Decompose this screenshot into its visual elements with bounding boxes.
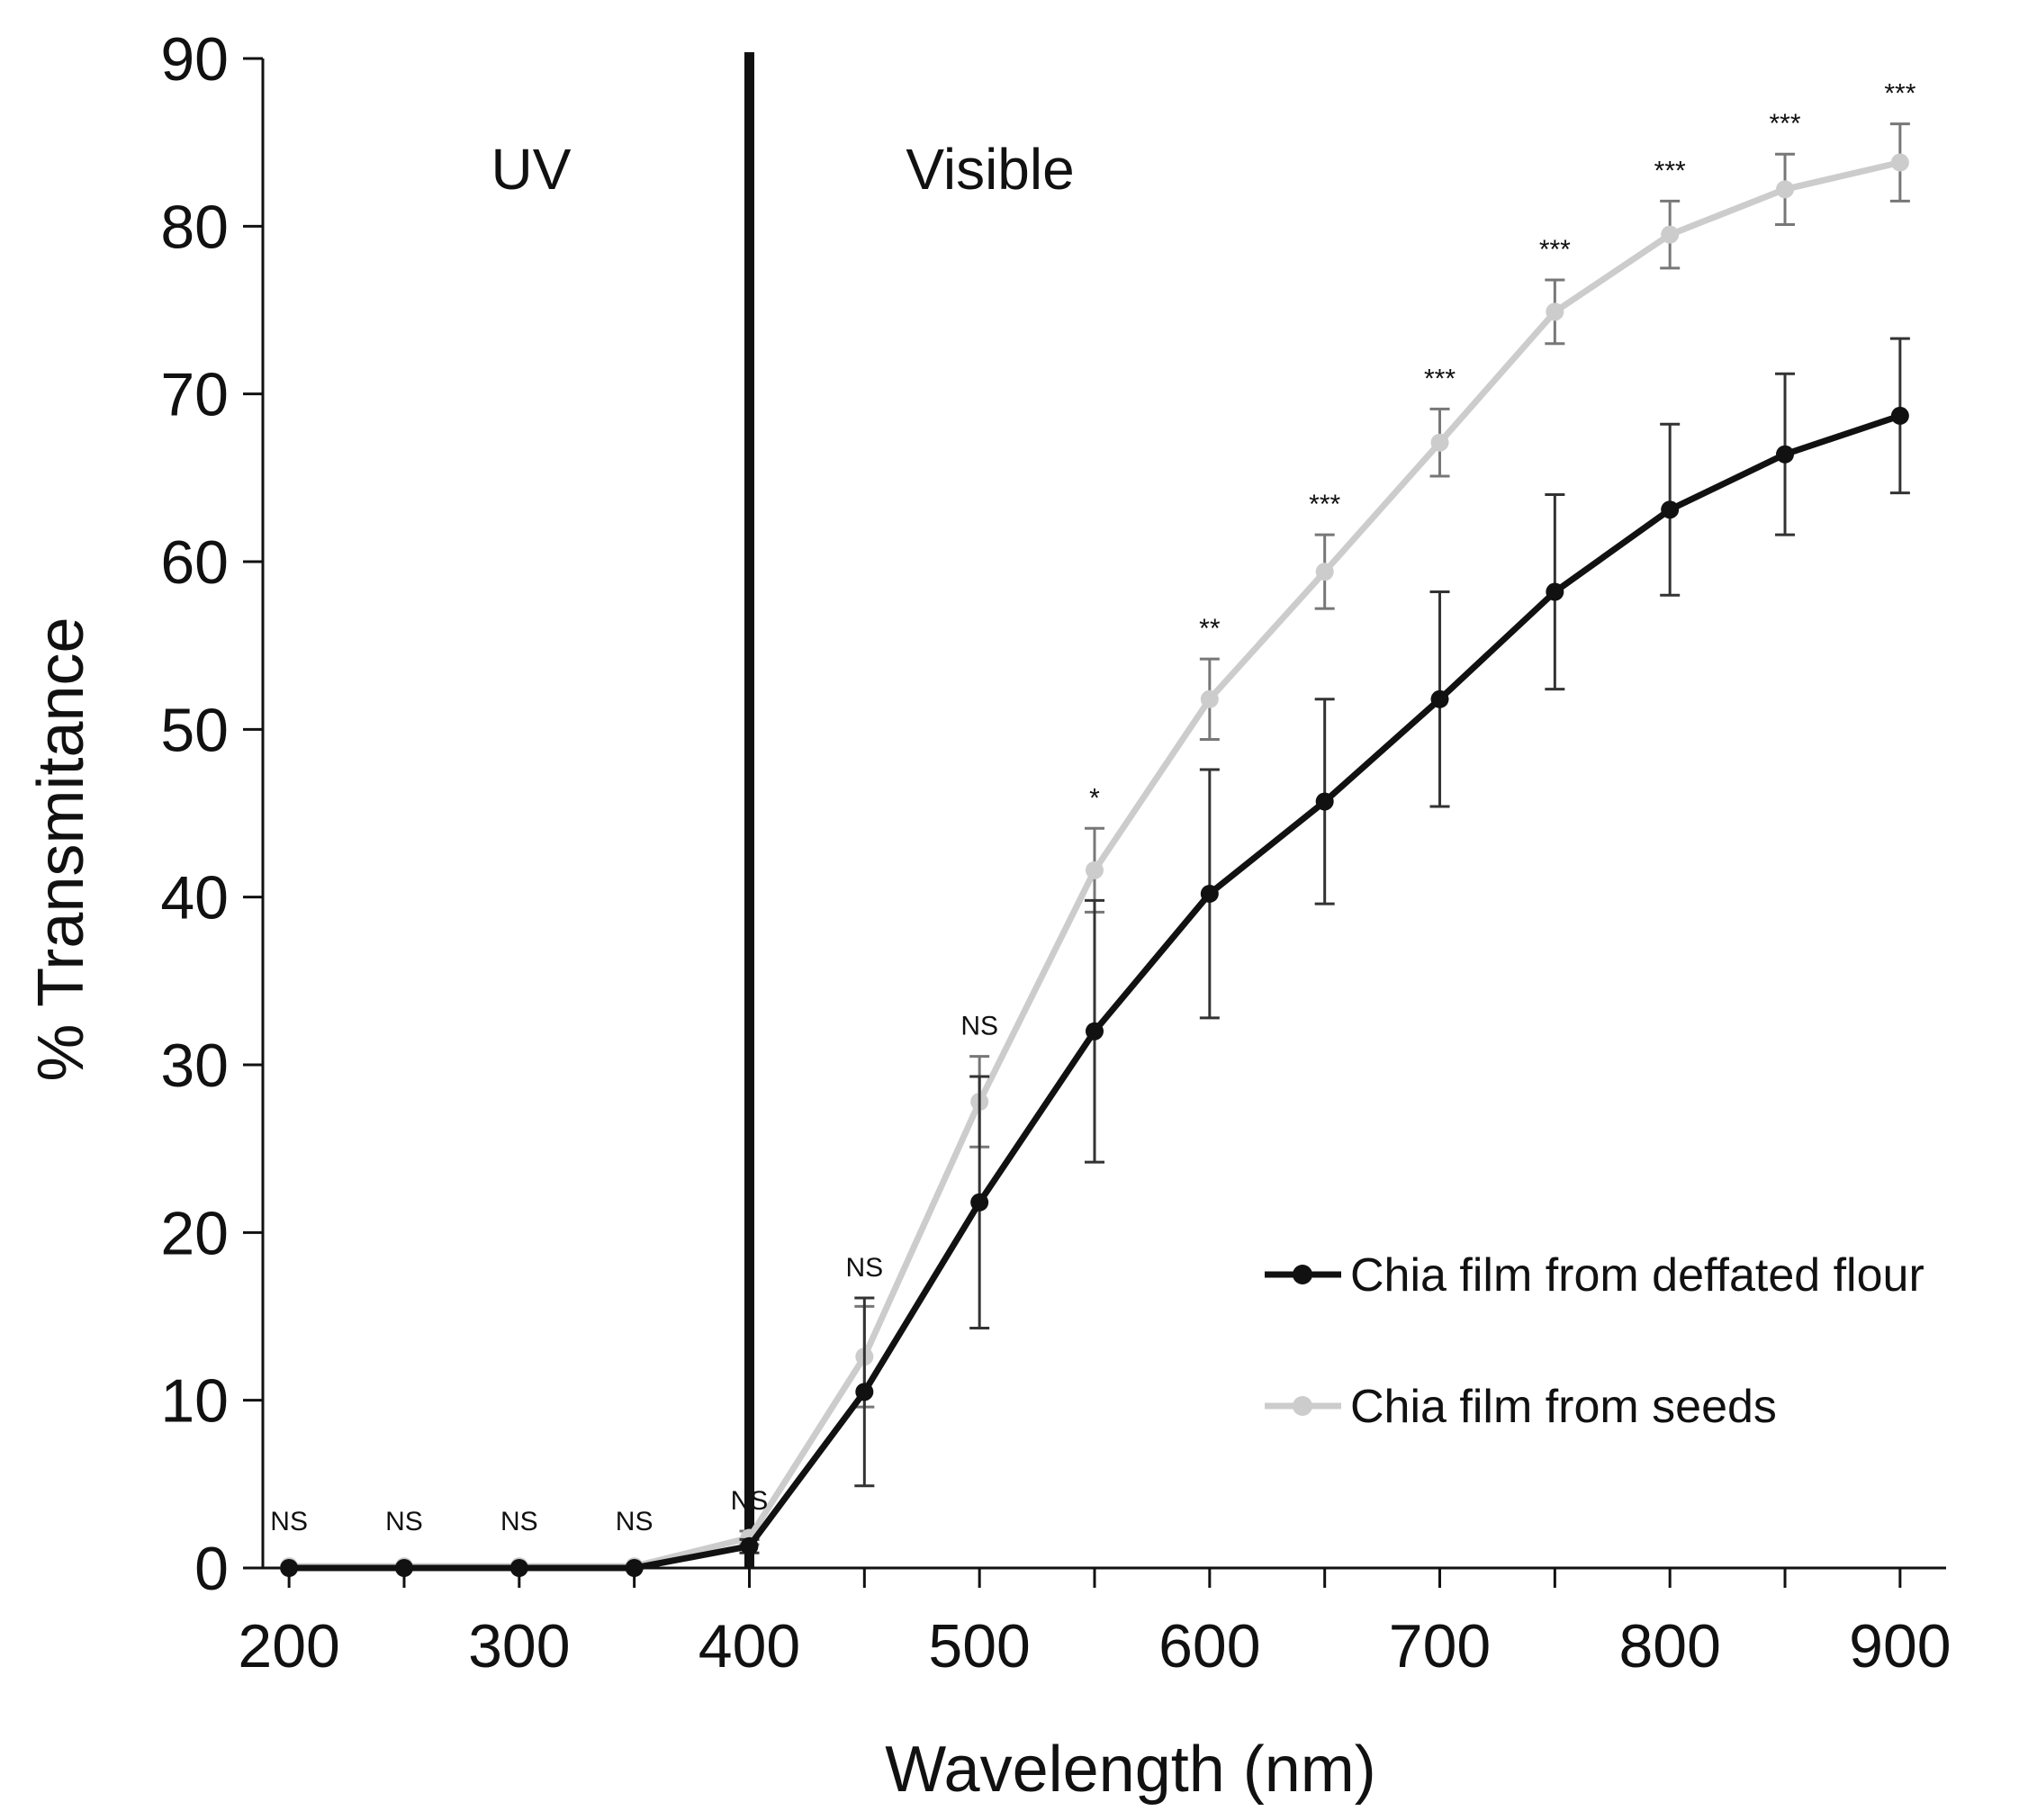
y-tick-label: 90 xyxy=(160,25,229,94)
data-point-seeds xyxy=(1776,180,1795,199)
y-tick-label: 40 xyxy=(160,864,229,933)
significance-label: ** xyxy=(1199,614,1221,644)
x-tick-label: 400 xyxy=(699,1612,800,1680)
legend-marker-seeds xyxy=(1293,1396,1312,1416)
significance-label: NS xyxy=(731,1486,769,1516)
axes: 0 10 20 30 40 50 60 70 80 90 200 300 400 500 600 700 800… xyxy=(160,25,1951,1680)
series-seeds xyxy=(280,122,1910,1576)
series xyxy=(280,122,1910,1577)
data-point-deffated-flour xyxy=(509,1559,528,1577)
x-tick-label: 300 xyxy=(468,1612,570,1680)
significance-label: NS xyxy=(270,1507,308,1536)
y-axis-title: % Transmitance xyxy=(25,617,97,1081)
data-point-deffated-flour xyxy=(1315,792,1334,811)
significance-label: NS xyxy=(960,1012,998,1041)
uv-region-label: UV xyxy=(491,137,572,202)
data-point-seeds xyxy=(1200,689,1219,708)
significance-label: * xyxy=(1089,783,1100,813)
data-point-seeds xyxy=(1315,563,1334,581)
legend-item-seeds: Chia film from seeds xyxy=(1265,1381,1777,1433)
data-point-deffated-flour xyxy=(1890,406,1909,425)
legend-item-deffated-flour: Chia film from deffated flour xyxy=(1265,1249,1924,1302)
significance-label: *** xyxy=(1770,109,1801,139)
x-tick-label: 200 xyxy=(238,1612,339,1680)
y-tick-label: 80 xyxy=(160,193,229,261)
data-point-deffated-flour xyxy=(394,1559,413,1577)
significance-label: *** xyxy=(1424,364,1456,393)
x-tick-label: 800 xyxy=(1618,1612,1720,1680)
x-axis-title: Wavelength (nm) xyxy=(885,1734,1376,1806)
significance-label: NS xyxy=(500,1507,538,1536)
x-tick-label: 700 xyxy=(1389,1612,1491,1680)
data-point-deffated-flour xyxy=(970,1193,989,1212)
y-tick-label: 30 xyxy=(160,1032,229,1100)
significance-label: *** xyxy=(1539,235,1571,265)
data-point-deffated-flour xyxy=(625,1559,644,1577)
data-point-deffated-flour xyxy=(280,1559,299,1577)
significance-label: NS xyxy=(616,1507,653,1536)
significance-label: *** xyxy=(1884,79,1915,109)
y-tick-label: 0 xyxy=(194,1535,229,1603)
data-point-deffated-flour xyxy=(1776,445,1795,464)
data-point-deffated-flour xyxy=(855,1383,874,1401)
data-point-deffated-flour xyxy=(1200,884,1219,903)
y-tick-label: 60 xyxy=(160,528,229,597)
y-tick-label: 20 xyxy=(160,1199,229,1267)
data-point-seeds xyxy=(1890,153,1909,172)
data-point-deffated-flour xyxy=(1086,1022,1104,1041)
region-labels: UV Visible xyxy=(491,137,1075,202)
significance-label: NS xyxy=(845,1253,883,1283)
x-tick-label: 900 xyxy=(1849,1612,1951,1680)
series-deffated-flour xyxy=(280,337,1910,1577)
y-tick-label: 50 xyxy=(160,696,229,764)
data-point-seeds xyxy=(1546,302,1564,321)
legend-label-seeds: Chia film from seeds xyxy=(1350,1381,1777,1433)
y-tick-label: 10 xyxy=(160,1367,229,1436)
data-point-deffated-flour xyxy=(740,1536,759,1555)
legend-label-deffated-flour: Chia film from deffated flour xyxy=(1350,1249,1924,1302)
x-tick-label: 500 xyxy=(928,1612,1030,1680)
legend-marker-deffated-flour xyxy=(1293,1265,1312,1284)
significance-label: *** xyxy=(1309,490,1340,519)
x-tick-label: 600 xyxy=(1158,1612,1260,1680)
data-point-deffated-flour xyxy=(1430,689,1449,708)
data-point-deffated-flour xyxy=(1546,582,1564,601)
significance-label: NS xyxy=(385,1507,423,1536)
data-point-seeds xyxy=(1430,433,1449,452)
visible-region-label: Visible xyxy=(906,137,1074,202)
data-point-seeds xyxy=(1661,225,1680,244)
legend: Chia film from deffated flour Chia film … xyxy=(1265,1249,1924,1433)
data-point-deffated-flour xyxy=(1661,500,1680,519)
data-point-seeds xyxy=(1086,860,1104,879)
y-tick-label: 70 xyxy=(160,361,229,429)
significance-label: *** xyxy=(1654,156,1686,185)
